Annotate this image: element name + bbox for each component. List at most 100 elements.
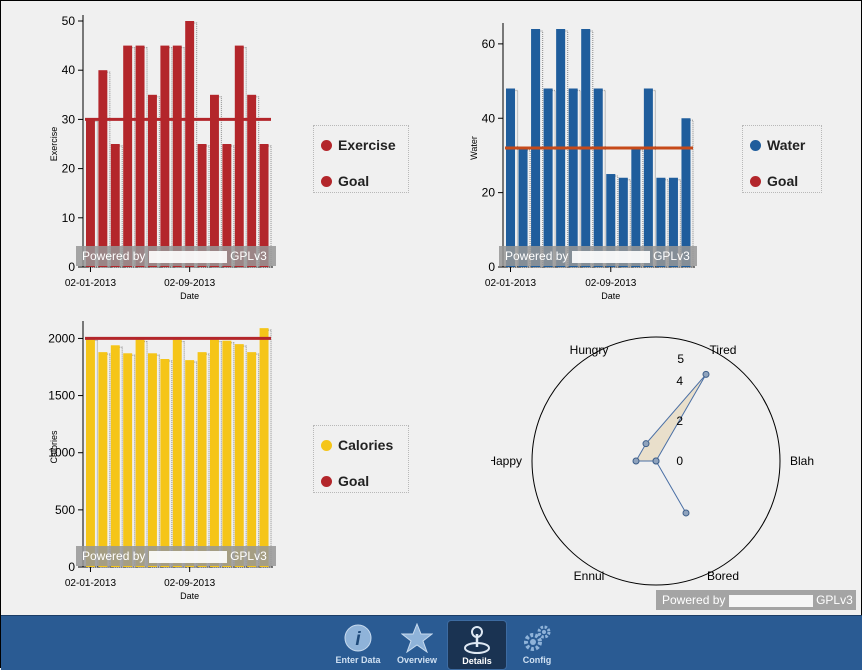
license-text: GPLv3 [230,249,267,263]
license-text: GPLv3 [816,593,853,607]
legend-label: Goal [338,173,370,189]
legend-item-calories[interactable]: Calories [321,436,393,454]
y-axis-label: Water [469,136,479,160]
bar [110,144,120,267]
tab-label: Enter Data [335,655,381,665]
powered-by-text: Powered by [505,249,569,263]
y-tick-label: 50 [62,14,76,28]
y-tick-label: 20 [62,162,76,176]
legend-item-exercise[interactable]: Exercise [321,136,396,154]
x-tick-label: 02-01-2013 [65,278,117,289]
y-tick-label: 0 [68,260,75,274]
legend-item-goal[interactable]: Goal [321,172,369,190]
bar [234,45,244,267]
bar [222,144,232,267]
x-axis-label: Date [180,591,199,601]
bar [681,118,691,267]
svg-text:i: i [355,629,361,650]
bar [506,88,516,267]
bar [543,88,553,267]
legend-dot-icon [750,175,761,187]
bar [148,94,157,267]
legend-dot-icon [321,439,332,451]
y-tick-label: 500 [55,503,75,517]
radar-axis-label: Hungry [570,343,609,357]
radar-point [682,509,690,517]
bar [247,352,257,567]
bar [631,148,641,267]
bar [110,345,120,567]
tab-enter-data[interactable]: i Enter Data [329,620,387,668]
radial-tick-label: 2 [676,414,683,428]
gears-icon [521,623,553,655]
bar [148,353,157,567]
x-tick-label: 02-01-2013 [485,278,537,289]
tab-details[interactable]: Details [447,620,507,670]
tab-overview[interactable]: Overview [388,620,446,668]
bar [197,352,207,567]
bar [668,177,678,267]
bar [234,344,244,567]
bar [618,177,628,267]
y-tick-label: 20 [482,186,496,200]
radar-point [642,440,650,448]
bar [210,94,219,267]
bar [172,339,182,567]
powered-by-badge: Powered by GPLv3 [76,246,276,266]
bar [185,21,195,267]
water-legend: Water Goal [742,125,822,193]
bar [656,177,666,267]
license-text: GPLv3 [230,549,267,563]
bar [222,340,232,567]
radar-axis-label: Ennui [574,569,605,583]
bar [210,339,219,567]
radar-axis-label: Happy [491,454,522,468]
legend-item-goal[interactable]: Goal [750,172,798,190]
x-tick-label: 02-09-2013 [585,278,637,289]
powered-by-badge: Powered by GPLv3 [76,546,276,566]
calories-legend: Calories Goal [313,425,409,493]
x-axis-label: Date [601,291,620,301]
powered-by-text: Powered by [82,549,146,563]
radar-point [652,457,660,465]
legend-dot-icon [750,139,761,151]
info-icon: i [343,623,373,655]
bar [160,359,170,567]
legend-item-water[interactable]: Water [750,136,805,154]
legend-dot-icon [321,475,332,487]
radial-tick-label: 0 [676,454,683,468]
bar [160,45,170,267]
radial-tick-label: 4 [676,374,683,388]
bar [123,45,133,267]
y-tick-label: 30 [62,112,76,126]
license-text: GPLv3 [653,249,690,263]
legend-item-goal[interactable]: Goal [321,472,369,490]
powered-by-badge: Powered by GPLv3 [499,246,697,266]
bar [135,45,145,267]
tab-config[interactable]: Config [508,620,566,668]
y-tick-label: 10 [62,211,76,225]
bar [197,144,207,267]
mood-radar-chart: 0 2 4 5 Tired Blah Bored Ennui Happy Hungry [491,336,814,586]
joystick-icon [462,624,492,656]
y-tick-label: 40 [62,63,76,77]
bar [606,174,616,267]
bar [86,119,95,268]
legend-label: Water [767,137,806,153]
bar [135,339,145,567]
y-tick-label: 1000 [48,446,75,460]
radial-tick-label: 5 [677,352,684,366]
y-tick-label: 40 [482,111,496,125]
legend-dot-icon [321,139,332,151]
y-tick-label: 0 [68,560,75,574]
star-icon [400,622,434,655]
radar-axis-label: Tired [710,343,737,357]
radar-point [632,457,640,465]
bar [593,88,603,267]
y-tick-label: 1500 [48,389,75,403]
y-axis-label: Exercise [49,127,59,162]
x-tick-label: 02-09-2013 [164,578,216,589]
y-tick-label: 0 [488,260,495,274]
powered-by-text: Powered by [662,593,726,607]
